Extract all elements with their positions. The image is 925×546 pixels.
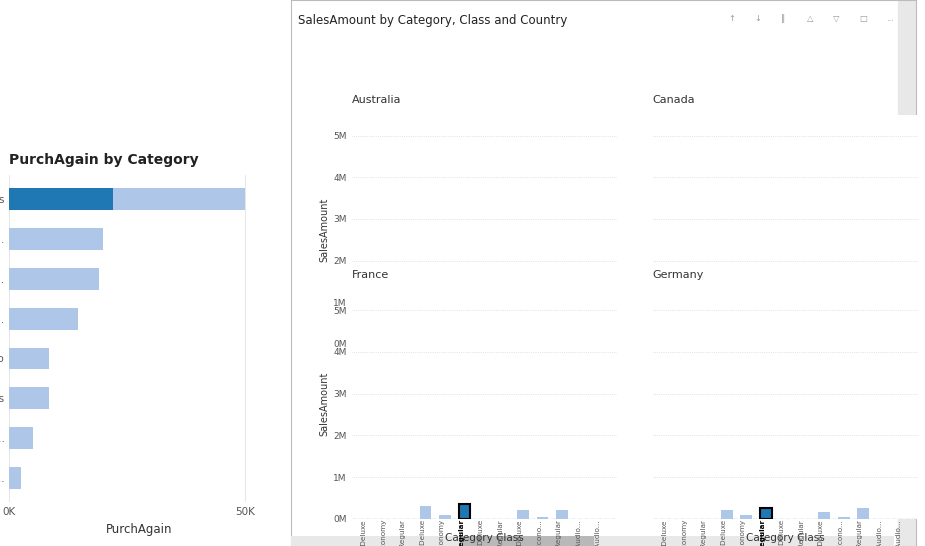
Bar <box>741 514 752 519</box>
Bar <box>9 307 78 330</box>
Bar <box>857 508 869 519</box>
Bar <box>898 164 916 317</box>
Bar <box>9 188 245 210</box>
Bar <box>439 336 450 344</box>
X-axis label: PurchAgain: PurchAgain <box>105 523 172 536</box>
Bar <box>517 511 529 519</box>
Bar <box>721 511 733 519</box>
Bar <box>721 315 733 344</box>
Bar <box>819 331 830 344</box>
Bar <box>460 536 593 546</box>
Bar <box>9 188 113 210</box>
Bar <box>898 0 916 546</box>
Text: △: △ <box>808 14 814 22</box>
Bar <box>536 517 549 519</box>
Bar <box>9 228 104 250</box>
Bar <box>420 506 431 519</box>
Bar <box>838 517 850 519</box>
Bar <box>741 336 752 344</box>
Bar <box>459 504 471 519</box>
Text: PurchAgain by Category: PurchAgain by Category <box>9 153 199 167</box>
Bar <box>857 323 869 344</box>
Bar <box>536 340 549 344</box>
Bar <box>760 302 771 344</box>
Text: Germany: Germany <box>653 270 704 280</box>
Y-axis label: SalesAmount: SalesAmount <box>319 372 329 436</box>
Text: Category Class: Category Class <box>445 533 524 543</box>
Text: Australia: Australia <box>352 96 401 105</box>
Text: Canada: Canada <box>653 96 696 105</box>
Bar <box>439 514 450 519</box>
Text: SalesAmount by Category, Class and Country: SalesAmount by Category, Class and Count… <box>298 14 567 27</box>
Text: ↑: ↑ <box>729 14 735 22</box>
Text: ‖: ‖ <box>781 14 785 22</box>
Bar <box>9 467 21 489</box>
Bar <box>838 338 850 344</box>
Text: Category Class: Category Class <box>746 533 825 543</box>
Bar <box>760 508 771 519</box>
Text: France: France <box>352 270 388 280</box>
Text: ↓: ↓ <box>755 14 761 22</box>
Text: ▽: ▽ <box>833 14 840 22</box>
Bar <box>9 428 32 449</box>
Bar <box>9 268 99 289</box>
Y-axis label: SalesAmount: SalesAmount <box>319 197 329 262</box>
Text: □: □ <box>859 14 868 22</box>
Bar <box>9 347 49 370</box>
Bar <box>819 513 830 519</box>
Bar <box>459 306 471 344</box>
Bar <box>420 315 431 344</box>
Bar <box>556 511 568 519</box>
Text: ...: ... <box>886 14 894 22</box>
Bar <box>556 319 568 344</box>
Bar <box>9 388 49 410</box>
Bar <box>517 319 529 344</box>
